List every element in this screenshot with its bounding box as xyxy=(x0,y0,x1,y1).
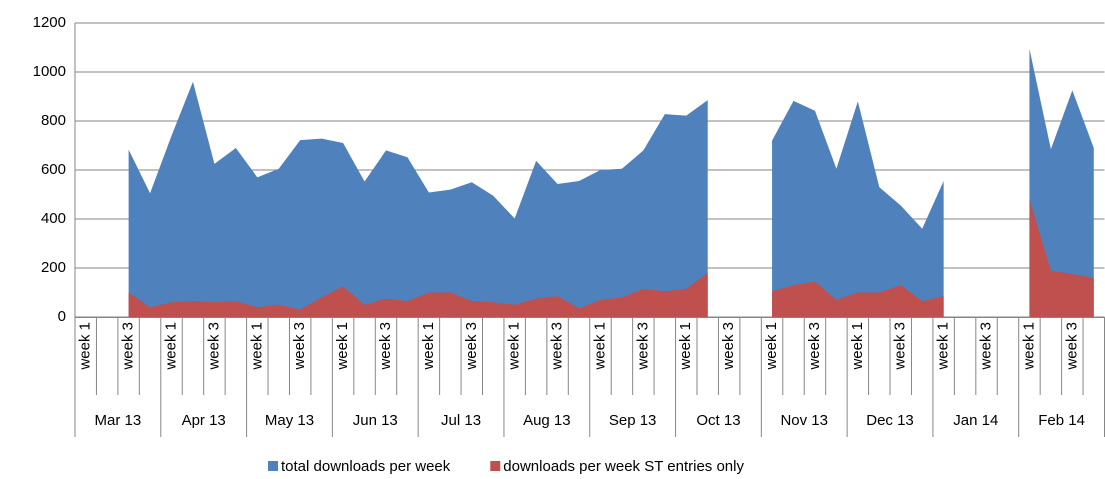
legend-swatch xyxy=(490,461,501,471)
x-tick-label: week 3 xyxy=(205,322,222,371)
x-tick-label: week 1 xyxy=(420,322,437,371)
group-label: Dec 13 xyxy=(866,412,914,429)
y-tick-label: 400 xyxy=(41,210,66,227)
legend-swatch xyxy=(268,461,278,471)
x-tick-label: week 1 xyxy=(591,322,608,371)
x-tick-label: week 1 xyxy=(849,322,866,371)
group-label: Sep 13 xyxy=(609,412,657,429)
y-tick-label: 200 xyxy=(41,259,66,276)
y-tick-label: 1000 xyxy=(33,63,66,80)
y-tick-label: 1200 xyxy=(33,14,66,31)
x-tick-label: week 1 xyxy=(677,322,694,371)
x-tick-label: week 1 xyxy=(935,322,952,371)
x-tick-label: week 1 xyxy=(77,322,94,371)
y-tick-label: 0 xyxy=(58,308,66,325)
group-label: Mar 13 xyxy=(95,412,142,429)
group-label: Nov 13 xyxy=(780,412,828,429)
x-tick-label: week 1 xyxy=(248,322,265,371)
x-tick-label: week 1 xyxy=(334,322,351,371)
group-label: May 13 xyxy=(265,412,314,429)
group-label: Apr 13 xyxy=(182,412,226,429)
x-tick-label: week 3 xyxy=(634,322,651,371)
x-tick-label: week 3 xyxy=(1063,322,1080,371)
area xyxy=(128,48,1094,317)
x-tick-label: week 3 xyxy=(291,322,308,371)
group-label: Feb 14 xyxy=(1038,412,1085,429)
x-tick-label: week 3 xyxy=(120,322,137,371)
y-tick-label: 800 xyxy=(41,112,66,129)
x-tick-label: week 3 xyxy=(978,322,995,371)
group-label: Oct 13 xyxy=(696,412,740,429)
x-tick-label: week 3 xyxy=(806,322,823,371)
group-label: Jan 14 xyxy=(953,412,998,429)
legend-label: downloads per week ST entries only xyxy=(503,458,744,475)
y-tick-label: 600 xyxy=(41,161,66,178)
x-tick-label: week 1 xyxy=(506,322,523,371)
x-tick-label: week 1 xyxy=(1020,322,1037,371)
legend-label: total downloads per week xyxy=(281,458,451,475)
x-tick-label: week 3 xyxy=(377,322,394,371)
group-label: Aug 13 xyxy=(523,412,571,429)
x-tick-label: week 3 xyxy=(720,322,737,371)
area xyxy=(128,199,1094,317)
x-tick-label: week 1 xyxy=(162,322,179,371)
x-tick-label: week 3 xyxy=(549,322,566,371)
group-label: Jul 13 xyxy=(441,412,481,429)
x-tick-label: week 3 xyxy=(463,322,480,371)
x-tick-label: week 3 xyxy=(892,322,909,371)
x-tick-label: week 1 xyxy=(763,322,780,371)
group-label: Jun 13 xyxy=(353,412,398,429)
